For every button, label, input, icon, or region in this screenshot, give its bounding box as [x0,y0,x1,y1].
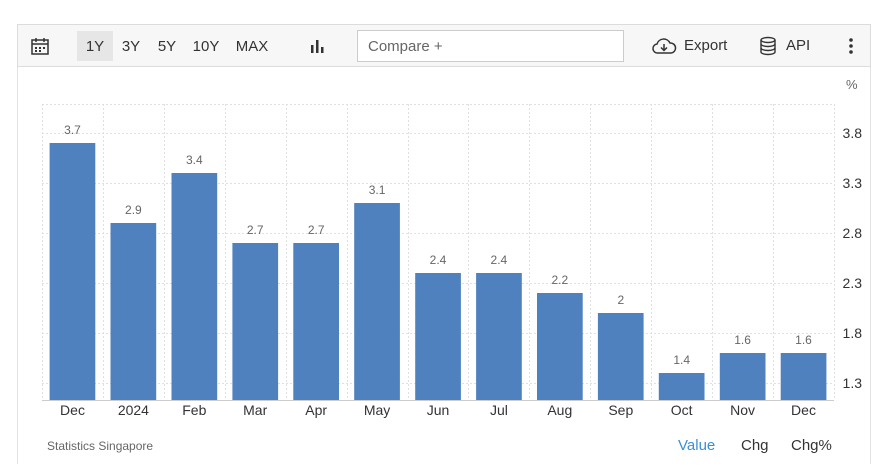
y-tick-label: 2.8 [843,225,863,241]
bar[interactable] [171,173,218,400]
x-axis-ticks: Dec 2024 Feb Mar Apr May Jun Jul Aug Sep Oct Nov Dec [60,402,816,418]
x-tick-label: Apr [305,402,327,418]
y-tick-label: 3.3 [843,175,863,191]
range-max-button[interactable]: MAX [235,37,269,55]
range-3y-button[interactable]: 3Y [121,37,141,55]
compare-input[interactable] [357,30,624,62]
data-label: 1.6 [795,333,812,347]
view-value-button[interactable]: Value [678,437,716,454]
bar[interactable] [476,273,522,400]
api-button[interactable]: API [759,25,810,66]
x-tick-label: Mar [243,402,267,418]
data-label: 1.4 [673,353,690,367]
x-tick-label: May [364,402,390,418]
view-chg-pct-button[interactable]: Chg% [791,437,832,454]
y-tick-label: 1.8 [843,325,863,341]
bar[interactable] [232,243,279,400]
bar[interactable] [415,273,461,400]
data-label: 2.4 [430,253,447,267]
x-tick-label: Aug [547,402,572,418]
y-axis-ticks: 1.3 1.8 2.3 2.8 3.3 3.8 [843,125,863,391]
bar[interactable] [537,293,583,400]
toolbar: 1Y 3Y 5Y 10Y MAX Export API [17,24,871,67]
bar[interactable] [597,313,644,400]
api-label: API [786,37,811,54]
data-label: 2 [617,293,624,307]
x-tick-label: 2024 [118,402,149,418]
calendar-icon[interactable] [30,25,50,66]
x-tick-label: Nov [730,402,755,418]
database-icon [760,36,776,55]
bar[interactable] [658,373,705,400]
range-10y-button[interactable]: 10Y [192,37,220,55]
source-label: Statistics Singapore [47,439,154,453]
unit-label: % [846,77,858,92]
x-tick-label: Sep [608,402,633,418]
data-label: 2.7 [247,223,264,237]
x-tick-label: Dec [791,402,816,418]
bar[interactable] [719,353,766,400]
x-tick-label: Feb [182,402,206,418]
data-label: 1.6 [734,333,751,347]
cloud-download-icon [652,37,677,54]
range-5y-button[interactable]: 5Y [157,37,177,55]
x-tick-label: Jul [490,402,508,418]
bars [49,143,827,400]
y-tick-label: 1.3 [843,375,863,391]
bar[interactable] [110,223,157,400]
data-label: 3.7 [64,123,81,137]
view-chg-button[interactable]: Chg [741,437,769,454]
bar[interactable] [293,243,339,400]
range-1y-button[interactable]: 1Y [77,31,113,61]
x-tick-label: Jun [427,402,450,418]
data-label: 2.4 [491,253,508,267]
bar[interactable] [49,143,96,400]
data-label: 2.7 [308,223,325,237]
export-button[interactable]: Export [651,25,727,66]
data-label: 3.4 [186,153,203,167]
more-options-icon[interactable] [848,25,854,66]
export-label: Export [684,37,728,54]
data-label: 3.1 [369,183,386,197]
bar[interactable] [780,353,827,400]
y-tick-label: 3.8 [843,125,863,141]
data-label: 2.2 [551,273,568,287]
y-tick-label: 2.3 [843,275,863,291]
data-labels: 3.7 2.9 3.4 2.7 2.7 3.1 2.4 2.4 2.2 2 1.4 1.6 1.6 [64,123,812,367]
data-label: 2.9 [125,203,142,217]
chart-type-bar-icon[interactable] [309,25,327,66]
x-tick-label: Dec [60,402,85,418]
x-tick-label: Oct [671,402,693,418]
bar[interactable] [354,203,400,400]
